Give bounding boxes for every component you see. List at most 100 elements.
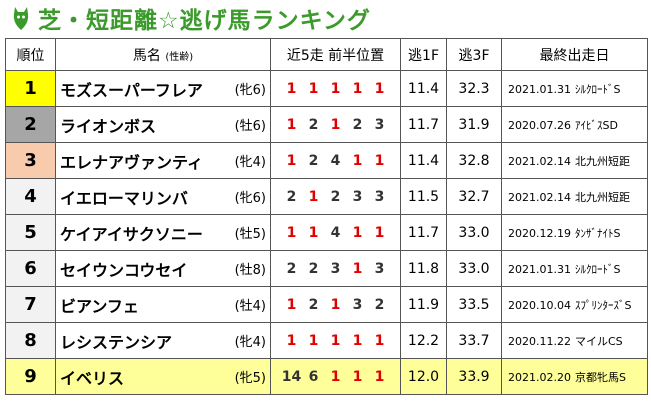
position: 1 [330,332,341,349]
position: 1 [352,260,363,277]
position: 2 [374,296,385,313]
position: 1 [330,116,341,133]
sex-age: (牡8) [218,250,272,287]
position: 1 [286,152,297,169]
sex-age: (牝6) [218,178,272,215]
last-race-cell: 2021.01.31 ｼﾙｸﾛｰﾄﾞS [501,70,648,107]
three-furlong: 32.3 [446,70,503,107]
three-furlong: 33.0 [446,214,503,251]
sex-age: (牝4) [218,142,272,179]
rank-cell: 2 [5,106,56,143]
sex-age: (牡6) [218,106,272,143]
race-name: ｱｲﾋﾞｽSD [575,118,618,132]
last-race-cell: 2020.12.19 ﾀﾝｻﾞﾅｲﾄS [501,214,648,251]
table-row: 7 ビアンフェ (牡4) 1 2 1 3 2 11.9 33.5 2020.10.04 ｽﾌﾟﾘﾝﾀｰ… [5,286,648,323]
position: 1 [286,296,297,313]
last-race-cell: 2020.11.22 マイルCS [501,322,648,359]
first-furlong: 11.9 [400,286,448,323]
first-furlong: 11.7 [400,106,448,143]
first-furlong: 11.4 [400,142,448,179]
sex-age: (牝6) [218,70,272,107]
horse-name: イベリス [55,358,219,395]
position: 1 [330,368,341,385]
last-race-cell: 2021.01.31 ｼﾙｸﾛｰﾄﾞS [501,250,648,287]
race-date: 2020.10.04 [508,298,571,312]
position: 1 [352,332,363,349]
three-furlong: 31.9 [446,106,503,143]
three-furlong: 32.8 [446,142,503,179]
position: 1 [330,296,341,313]
table-row: 1 モズスーパーフレア (牝6) 1 1 1 1 1 11.4 32.3 2021.01.31 ｼﾙｸ… [5,70,648,107]
position: 2 [308,152,319,169]
table-row: 9 イベリス (牝5) 14 6 1 1 1 12.0 33.9 2021.02.20 京都牝馬S [5,358,648,395]
header-text: (性齢) [165,51,194,63]
table-row: 2 ライオンボス (牡6) 1 2 1 2 3 11.7 31.9 2020.07.26 ｱｲﾋﾞｽS… [5,106,648,143]
race-name: 北九州短距 [575,154,630,168]
horse-name: ビアンフェ [55,286,219,323]
position: 3 [374,116,385,133]
rank-cell: 8 [5,322,56,359]
header-cell: 馬名 (性齢) [54,38,272,71]
first-furlong: 11.8 [400,250,448,287]
positions-cell: 14 6 1 1 1 [270,358,402,395]
race-date: 2020.12.19 [508,226,571,240]
horse-icon [13,7,29,30]
position: 2 [308,260,319,277]
first-furlong: 11.7 [400,214,448,251]
rank-cell: 5 [5,214,56,251]
position: 2 [330,188,341,205]
race-name: ｼﾙｸﾛｰﾄﾞS [575,262,621,276]
header-cell: 逃3F [446,38,503,71]
sex-age: (牝5) [218,358,272,395]
first-furlong: 12.2 [400,322,448,359]
last-race-cell: 2020.10.04 ｽﾌﾟﾘﾝﾀｰｽﾞS [501,286,648,323]
race-name: 北九州短距 [575,190,630,204]
three-furlong: 32.7 [446,178,503,215]
table-row: 4 イエローマリンバ (牝6) 2 1 2 3 3 11.5 32.7 2021.02.14 北九州短… [5,178,648,215]
last-race-cell: 2021.02.20 京都牝馬S [501,358,648,395]
last-race-cell: 2021.02.14 北九州短距 [501,178,648,215]
horse-name: ライオンボス [55,106,219,143]
last-race-cell: 2021.02.14 北九州短距 [501,142,648,179]
position: 1 [374,152,385,169]
position: 1 [308,224,319,241]
race-name: マイルCS [575,334,623,348]
title: 芝・短距離☆逃げ馬ランキング [38,8,371,34]
rank-cell: 1 [5,70,56,107]
title-bar: 芝・短距離☆逃げ馬ランキング [0,0,651,36]
first-furlong: 11.4 [400,70,448,107]
position: 2 [352,116,363,133]
horse-name: レシステンシア [55,322,219,359]
position: 1 [374,80,385,97]
position: 1 [286,224,297,241]
position: 3 [352,188,363,205]
position: 3 [374,260,385,277]
position: 3 [352,296,363,313]
position: 2 [286,260,297,277]
race-date: 2021.02.14 [508,190,571,204]
horse-name: ケイアイサクソニー [55,214,219,251]
position: 1 [330,80,341,97]
position: 1 [352,368,363,385]
table-row: 6 セイウンコウセイ (牡8) 2 2 3 1 3 11.8 33.0 2021.01.31 ｼﾙｸﾛ… [5,250,648,287]
position: 1 [374,332,385,349]
horse-name: イエローマリンバ [55,178,219,215]
position: 1 [374,224,385,241]
sex-age: (牡5) [218,214,272,251]
horse-name: エレナアヴァンティ [55,142,219,179]
header-cell: 逃1F [400,38,448,71]
header-text: 馬名 [132,47,161,64]
rank-cell: 4 [5,178,56,215]
position: 1 [308,80,319,97]
horse-name: セイウンコウセイ [55,250,219,287]
first-furlong: 12.0 [400,358,448,395]
last-race-cell: 2020.07.26 ｱｲﾋﾞｽSD [501,106,648,143]
race-date: 2021.01.31 [508,82,571,96]
position: 6 [308,368,319,385]
